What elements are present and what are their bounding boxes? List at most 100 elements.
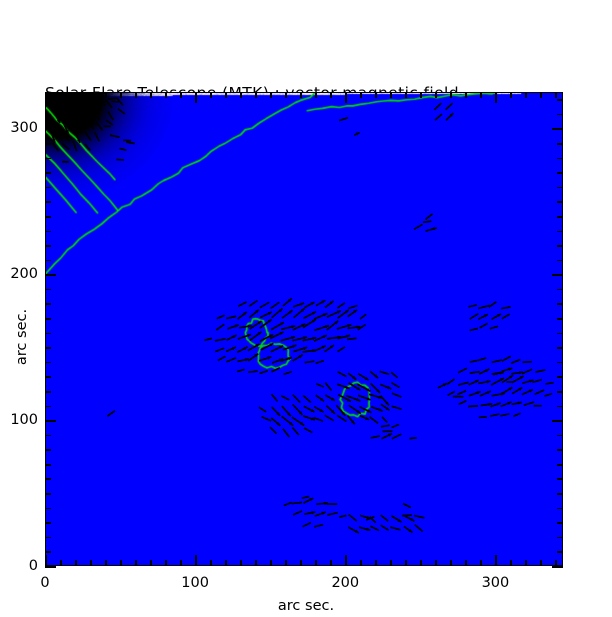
- axis-tick: [557, 332, 563, 335]
- axis-tick: [45, 259, 51, 262]
- axis-tick: [555, 560, 558, 566]
- axis-tick: [45, 201, 51, 203]
- axis-tick: [360, 92, 362, 98]
- axis-tick: [557, 463, 563, 466]
- axis-tick: [210, 92, 212, 98]
- axis-tick: [45, 420, 56, 422]
- axis-tick: [45, 230, 51, 233]
- axis-tick: [45, 390, 51, 393]
- axis-tick: [45, 215, 51, 218]
- axis-tick: [510, 560, 513, 566]
- y-tick-label: 300: [10, 120, 38, 137]
- axis-tick: [557, 245, 563, 247]
- x-axis-label: arc sec.: [277, 598, 335, 614]
- axis-tick: [240, 92, 242, 98]
- axis-tick: [465, 560, 467, 566]
- axis-tick: [480, 560, 482, 566]
- y-tick-label: 0: [28, 558, 38, 574]
- axis-tick: [45, 478, 51, 481]
- axis-tick: [165, 92, 167, 98]
- axis-tick: [135, 560, 137, 566]
- y-tick-label: 200: [10, 266, 38, 283]
- axis-tick: [375, 560, 377, 566]
- axis-tick: [180, 92, 182, 98]
- axis-tick: [45, 361, 51, 364]
- axis-tick: [45, 92, 47, 103]
- axis-tick: [285, 92, 287, 98]
- axis-tick: [60, 92, 62, 98]
- axis-tick: [557, 230, 563, 233]
- y-tick-label: 100: [10, 412, 38, 429]
- axis-tick: [557, 493, 563, 495]
- axis-tick: [557, 288, 563, 291]
- axis-tick: [270, 92, 272, 98]
- axis-tick: [557, 318, 563, 320]
- axis-tick: [45, 536, 51, 539]
- axis-tick: [315, 92, 317, 98]
- axis-tick: [375, 92, 377, 98]
- axis-tick: [165, 560, 167, 566]
- axis-tick: [195, 92, 197, 103]
- magnetogram-image: [46, 93, 562, 565]
- axis-tick: [45, 405, 51, 408]
- axis-tick: [552, 274, 563, 276]
- axis-tick: [557, 507, 563, 510]
- axis-tick: [557, 347, 563, 349]
- axis-tick: [180, 560, 182, 566]
- axis-tick: [420, 92, 422, 98]
- axis-tick: [45, 318, 51, 320]
- x-tick-label: 100: [181, 575, 209, 591]
- axis-tick: [557, 434, 563, 437]
- axis-tick: [45, 288, 51, 291]
- axis-tick: [45, 303, 51, 306]
- axis-tick: [285, 560, 287, 566]
- axis-tick: [480, 92, 482, 98]
- axis-tick: [555, 92, 558, 98]
- axis-tick: [390, 560, 392, 566]
- axis-tick: [495, 555, 498, 566]
- axis-tick: [405, 560, 407, 566]
- axis-tick: [557, 186, 563, 189]
- axis-tick: [150, 92, 152, 98]
- axis-tick: [557, 361, 563, 364]
- axis-tick: [450, 560, 452, 566]
- axis-tick: [45, 332, 51, 335]
- axis-tick: [345, 92, 347, 103]
- axis-tick: [557, 99, 563, 101]
- axis-tick: [45, 551, 51, 553]
- axis-tick: [45, 449, 51, 451]
- axis-tick: [135, 92, 137, 98]
- axis-tick: [557, 201, 563, 203]
- axis-tick: [450, 92, 452, 98]
- magnetogram-plot-area: [45, 92, 563, 566]
- axis-tick: [45, 434, 51, 437]
- axis-tick: [45, 376, 51, 378]
- axis-tick: [270, 560, 272, 566]
- axis-tick: [45, 128, 56, 131]
- axis-tick: [45, 157, 51, 160]
- axis-tick: [552, 420, 563, 422]
- axis-tick: [557, 536, 563, 539]
- axis-tick: [240, 560, 242, 566]
- axis-tick: [557, 449, 563, 451]
- axis-tick: [390, 92, 392, 98]
- axis-tick: [45, 172, 51, 174]
- axis-tick: [75, 92, 77, 98]
- axis-tick: [150, 560, 152, 566]
- axis-tick: [525, 92, 528, 98]
- axis-tick: [255, 560, 257, 566]
- axis-tick: [60, 560, 62, 566]
- axis-tick: [210, 560, 212, 566]
- axis-tick: [45, 522, 51, 524]
- axis-tick: [552, 128, 563, 131]
- axis-tick: [557, 522, 563, 524]
- axis-tick: [557, 143, 563, 145]
- axis-tick: [557, 113, 563, 116]
- axis-tick: [330, 92, 332, 98]
- axis-tick: [45, 566, 56, 568]
- axis-tick: [300, 92, 302, 98]
- axis-tick: [557, 390, 563, 393]
- axis-tick: [45, 507, 51, 510]
- axis-tick: [75, 560, 77, 566]
- axis-tick: [315, 560, 317, 566]
